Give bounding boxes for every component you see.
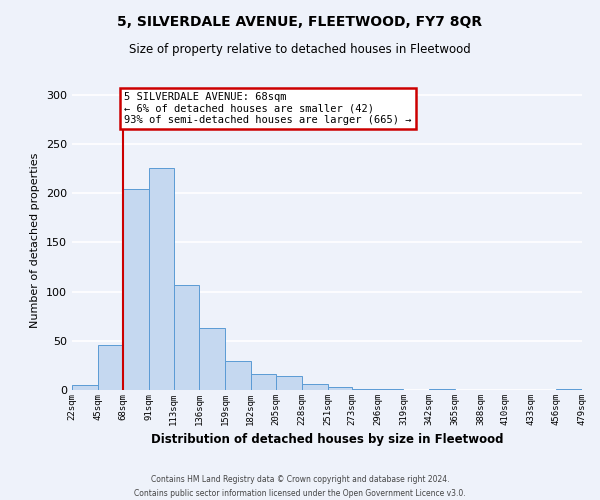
Bar bbox=[378, 389, 403, 390]
Bar bbox=[124, 190, 149, 390]
X-axis label: Distribution of detached houses by size in Fleetwood: Distribution of detached houses by size … bbox=[151, 434, 503, 446]
Bar bbox=[276, 376, 302, 390]
Text: 5 SILVERDALE AVENUE: 68sqm
← 6% of detached houses are smaller (42)
93% of semi-: 5 SILVERDALE AVENUE: 68sqm ← 6% of detac… bbox=[124, 92, 412, 125]
Bar bbox=[556, 389, 582, 390]
Bar bbox=[225, 362, 251, 390]
Bar bbox=[352, 389, 378, 390]
Bar bbox=[149, 168, 173, 390]
Bar bbox=[72, 385, 98, 390]
Text: Size of property relative to detached houses in Fleetwood: Size of property relative to detached ho… bbox=[129, 42, 471, 56]
Bar bbox=[98, 345, 124, 390]
Bar bbox=[173, 285, 199, 390]
Bar bbox=[429, 389, 455, 390]
Text: 5, SILVERDALE AVENUE, FLEETWOOD, FY7 8QR: 5, SILVERDALE AVENUE, FLEETWOOD, FY7 8QR bbox=[118, 15, 482, 29]
Bar bbox=[302, 384, 328, 390]
Bar bbox=[328, 387, 352, 390]
Text: Contains HM Land Registry data © Crown copyright and database right 2024.
Contai: Contains HM Land Registry data © Crown c… bbox=[134, 476, 466, 498]
Bar bbox=[199, 328, 225, 390]
Bar bbox=[251, 374, 276, 390]
Y-axis label: Number of detached properties: Number of detached properties bbox=[31, 152, 40, 328]
